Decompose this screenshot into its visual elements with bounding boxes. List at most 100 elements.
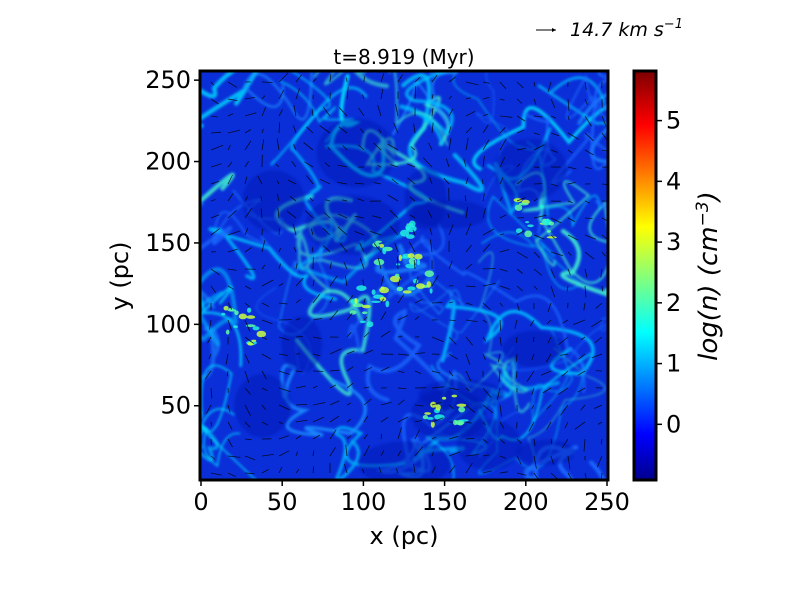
colorbar-tick-label: 3 — [666, 228, 681, 256]
velocity-arrow — [533, 234, 545, 240]
velocity-arrow — [465, 244, 472, 253]
velocity-arrow — [499, 214, 507, 219]
velocity-arrow — [387, 143, 399, 151]
velocity-arrow — [312, 434, 321, 440]
velocity-arrow — [533, 268, 542, 276]
velocity-arrow — [465, 302, 473, 306]
velocity-arrow — [560, 353, 569, 356]
velocity-arrow — [227, 302, 233, 310]
density-filament — [201, 267, 238, 346]
velocity-arrow — [482, 470, 492, 474]
density-filament — [537, 76, 607, 126]
velocity-arrow — [499, 81, 507, 90]
velocity-arrow — [244, 319, 251, 332]
velocity-arrow — [227, 98, 238, 101]
velocity-arrow — [346, 350, 355, 355]
velocity-arrow — [354, 182, 365, 185]
velocity-arrow — [533, 472, 539, 479]
velocity-arrow — [516, 179, 523, 185]
colorbar-tick-label: 0 — [666, 410, 681, 438]
velocity-arrow — [515, 370, 518, 379]
velocity-arrow — [515, 353, 518, 362]
dense-clump — [406, 234, 415, 239]
density-filament — [201, 72, 259, 129]
velocity-arrow — [516, 197, 526, 202]
velocity-arrow — [547, 336, 552, 344]
velocity-arrow — [227, 421, 233, 430]
velocity-arrow — [414, 404, 424, 407]
velocity-arrow — [278, 122, 281, 134]
dense-clump — [429, 288, 433, 294]
velocity-arrow — [312, 247, 314, 253]
density-filament — [392, 72, 459, 136]
velocity-arrow — [362, 94, 365, 100]
velocity-arrow — [499, 319, 502, 332]
velocity-arrow — [584, 200, 590, 204]
velocity-arrow — [286, 210, 297, 219]
velocity-arrow — [244, 161, 249, 168]
dense-clump — [459, 419, 469, 422]
velocity-arrow — [584, 285, 587, 298]
velocity-arrow — [482, 336, 487, 342]
velocity-arrow — [244, 97, 255, 100]
density-filament — [504, 317, 607, 372]
dense-clump — [426, 416, 434, 420]
density-filament — [313, 72, 449, 146]
velocity-arrow — [227, 161, 233, 168]
velocity-arrow — [584, 132, 594, 142]
velocity-arrow — [499, 115, 513, 118]
velocity-arrow — [414, 352, 425, 355]
velocity-arrow — [578, 353, 586, 360]
velocity-arrow — [380, 401, 392, 406]
velocity-arrow — [278, 450, 290, 457]
velocity-arrow — [395, 103, 399, 117]
density-filament — [577, 93, 607, 164]
velocity-arrow — [278, 336, 290, 341]
velocity-arrow — [380, 88, 384, 100]
velocity-arrow — [393, 122, 399, 134]
plot-area — [198, 69, 610, 482]
velocity-arrow — [550, 217, 562, 224]
velocity-arrow — [260, 196, 263, 202]
velocity-arrow — [210, 387, 213, 399]
dense-clump — [398, 254, 402, 262]
velocity-arrow — [558, 336, 569, 346]
velocity-arrow — [380, 433, 382, 440]
velocity-arrow — [431, 401, 442, 406]
velocity-arrow — [397, 399, 405, 406]
velocity-arrow — [329, 74, 332, 83]
velocity-arrow — [428, 197, 433, 202]
dense-clump — [382, 247, 387, 255]
velocity-arrow — [499, 336, 502, 347]
dense-clump — [228, 307, 234, 311]
velocity-arrow — [295, 87, 300, 100]
velocity-arrow — [567, 268, 571, 276]
velocity-arrow — [343, 262, 348, 270]
velocity-arrow — [567, 455, 571, 469]
dense-clump — [430, 421, 435, 428]
velocity-arrow — [257, 175, 263, 185]
velocity-arrow — [362, 279, 365, 287]
velocity-arrow — [514, 319, 518, 329]
density-filament — [522, 180, 591, 267]
velocity-arrow — [320, 178, 331, 185]
velocity-arrow — [558, 387, 569, 395]
velocity-arrow — [573, 319, 586, 325]
colorbar-frame — [632, 69, 658, 482]
velocity-arrow — [443, 177, 450, 185]
velocity-arrow — [409, 214, 416, 219]
velocity-arrow — [275, 163, 280, 168]
density-filament — [484, 352, 531, 414]
velocity-arrow — [261, 421, 268, 426]
velocity-arrow — [397, 315, 408, 321]
velocity-arrow — [293, 247, 297, 253]
y-tick-label: 150 — [145, 229, 191, 257]
density-filament — [409, 279, 500, 343]
density-filament — [201, 425, 219, 462]
velocity-arrow — [312, 450, 315, 457]
velocity-arrow — [567, 115, 570, 121]
dense-clump — [539, 204, 544, 209]
velocity-arrow — [429, 177, 433, 185]
velocity-arrow — [380, 275, 384, 287]
velocity-arrow — [499, 157, 506, 168]
